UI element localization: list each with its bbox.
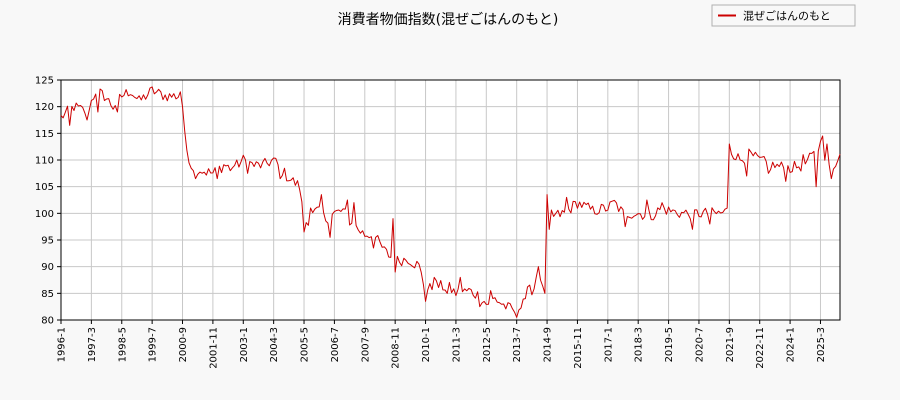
x-tick-label: 1997-3 bbox=[87, 327, 98, 362]
y-tick-label: 110 bbox=[35, 156, 54, 167]
x-tick-label: 2017-1 bbox=[603, 327, 614, 362]
x-tick-label: 2019-5 bbox=[664, 327, 675, 362]
x-tick-label: 2012-5 bbox=[482, 327, 493, 362]
x-tick-label: 2005-5 bbox=[300, 327, 311, 362]
x-tick-label: 2010-1 bbox=[421, 327, 432, 362]
x-tick-label: 2008-11 bbox=[391, 327, 402, 369]
y-tick-label: 85 bbox=[41, 289, 54, 300]
x-tick-label: 2003-1 bbox=[239, 327, 250, 362]
plot-background bbox=[61, 80, 840, 320]
x-tick-label: 2020-7 bbox=[694, 327, 705, 362]
grid bbox=[60, 79, 840, 321]
x-tick-label: 2025-3 bbox=[816, 327, 827, 362]
x-tick-label: 2007-9 bbox=[360, 327, 371, 362]
x-tick-label: 2011-3 bbox=[451, 327, 462, 362]
x-tick-label: 1996-1 bbox=[57, 327, 68, 362]
x-tick-label: 2001-11 bbox=[208, 327, 219, 369]
chart-title: 消費者物価指数(混ぜごはんのもと) bbox=[338, 12, 559, 28]
x-tick-label: 2000-9 bbox=[178, 327, 189, 362]
x-tick-label: 2018-3 bbox=[634, 327, 645, 362]
y-tick-label: 100 bbox=[35, 209, 54, 220]
y-tick-label: 95 bbox=[41, 236, 54, 247]
legend-label: 混ぜごはんのもと bbox=[743, 9, 831, 23]
x-tick-label: 2015-11 bbox=[573, 327, 584, 369]
legend-box bbox=[711, 4, 856, 27]
x-tick-label: 2024-1 bbox=[786, 327, 797, 362]
x-tick-label: 2022-11 bbox=[755, 327, 766, 369]
legend: 混ぜごはんのもと bbox=[711, 4, 856, 27]
y-tick-label: 105 bbox=[35, 182, 54, 193]
y-tick-label: 115 bbox=[35, 129, 54, 140]
y-tick-label: 90 bbox=[41, 262, 54, 273]
plot-area bbox=[60, 86, 841, 318]
series-line bbox=[60, 86, 841, 318]
y-tick-label: 80 bbox=[41, 316, 54, 327]
x-tick-label: 1998-5 bbox=[117, 327, 128, 362]
y-tick-label: 120 bbox=[35, 102, 54, 113]
axes: 80 85 90 95 100 105 110 115 120 125 1996-1 1997-3 19… bbox=[35, 76, 841, 369]
x-tick-label: 2006-7 bbox=[330, 327, 341, 362]
x-tick-label: 2004-3 bbox=[269, 327, 280, 362]
y-tick-label: 125 bbox=[35, 76, 54, 87]
x-tick-label: 2013-7 bbox=[512, 327, 523, 362]
plot-frame bbox=[60, 79, 841, 321]
x-tick-label: 2021-9 bbox=[725, 327, 736, 362]
x-tick-label: 1999-7 bbox=[148, 327, 159, 362]
x-tick-label: 2014-9 bbox=[543, 327, 554, 362]
